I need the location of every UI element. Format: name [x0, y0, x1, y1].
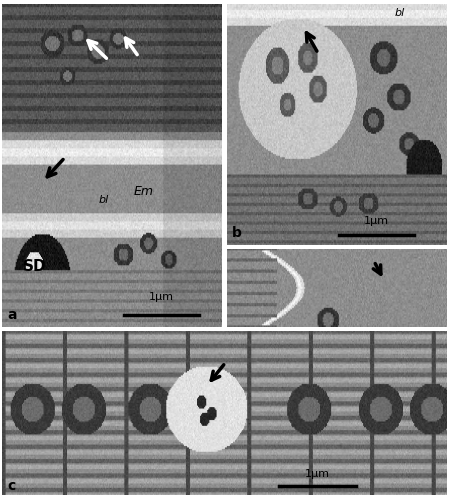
Text: c: c — [7, 480, 16, 494]
Text: 1μm: 1μm — [305, 469, 330, 479]
Text: bl: bl — [99, 195, 108, 205]
Text: 1μm: 1μm — [364, 216, 389, 226]
Text: a: a — [7, 308, 17, 322]
Text: 1μm: 1μm — [149, 292, 174, 302]
Text: b: b — [232, 226, 242, 239]
Text: Em: Em — [134, 184, 154, 198]
Text: SD: SD — [22, 259, 46, 274]
Text: bl: bl — [394, 8, 405, 18]
